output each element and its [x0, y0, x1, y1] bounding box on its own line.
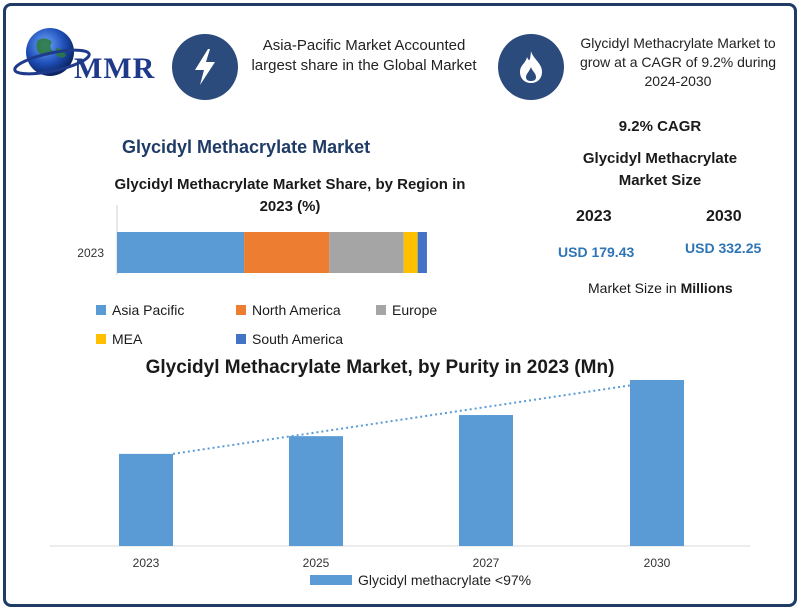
legend-swatch [236, 334, 246, 344]
globe-icon [13, 28, 91, 76]
purity-bar-chart: 2023 2025 2027 2030 Glycidyl methacrylate <… [50, 380, 750, 588]
purity-x-tick-label: 2025 [303, 556, 330, 570]
unit-prefix: Market Size in [588, 280, 681, 296]
purity-x-tick-label: 2030 [644, 556, 671, 570]
purity-trendline [172, 384, 631, 455]
share-category-label: 2023 [77, 246, 104, 260]
share-segment-mea [403, 232, 418, 273]
market-title: Glycidyl Methacrylate Market [122, 137, 371, 157]
purity-bar-2027 [459, 415, 513, 546]
purity-legend-label: Glycidyl methacrylate <97% [358, 572, 531, 588]
legend-swatch [236, 305, 246, 315]
purity-legend-swatch [310, 575, 352, 585]
purity-chart-title: Glycidyl Methacrylate Market, by Purity … [145, 357, 615, 378]
legend-label: South America [252, 331, 344, 347]
logo-text: MMR [74, 52, 156, 85]
purity-x-tick-label: 2027 [473, 556, 500, 570]
end-value: USD 332.25 [685, 240, 762, 256]
legend-label: Asia Pacific [112, 302, 185, 318]
legend-item-mea: MEA [96, 331, 142, 347]
market-size-title: Glycidyl Methacrylate Market Size [582, 150, 738, 189]
share-segment-south-america [417, 232, 427, 273]
purity-bar-2025 [289, 436, 343, 546]
purity-bar-2023 [119, 453, 173, 546]
purity-bar-2030 [630, 380, 684, 546]
cagr-label: 9.2% CAGR [618, 118, 702, 135]
share-segment-north-america [244, 232, 330, 273]
legend-item-south-america: South America [236, 331, 343, 347]
region-highlight-text: Asia-Pacific Market Accounted largest sh… [251, 37, 477, 74]
share-chart-title: Glycidyl Methacrylate Market Share, by R… [114, 176, 466, 215]
legend-label: North America [252, 302, 341, 318]
legend-item-europe: Europe [376, 302, 437, 318]
share-segment-europe [329, 232, 404, 273]
legend-label: MEA [112, 331, 143, 347]
infographic-frame [3, 3, 797, 607]
legend-swatch [376, 305, 386, 315]
purity-x-tick-label: 2023 [133, 556, 160, 570]
market-size-unit-note: Market Size in Millions [588, 280, 733, 296]
unit-bold: Millions [680, 280, 733, 296]
legend-swatch [96, 305, 106, 315]
growth-highlight-text: Glycidyl Methacrylate Market to grow at … [579, 35, 777, 89]
legend-item-asia-pacific: Asia Pacific [96, 302, 184, 318]
flame-icon [498, 34, 564, 100]
legend-label: Europe [392, 302, 438, 318]
legend-swatch [96, 334, 106, 344]
end-year: 2030 [706, 208, 742, 225]
region-share-chart: 2023 [77, 205, 427, 275]
mmr-logo: MMR [12, 18, 162, 88]
start-value: USD 179.43 [558, 244, 635, 260]
start-year: 2023 [576, 208, 612, 225]
share-segment-asia-pacific [117, 232, 245, 273]
legend-item-north-america: North America [236, 302, 341, 318]
lightning-bolt-icon [172, 34, 238, 100]
